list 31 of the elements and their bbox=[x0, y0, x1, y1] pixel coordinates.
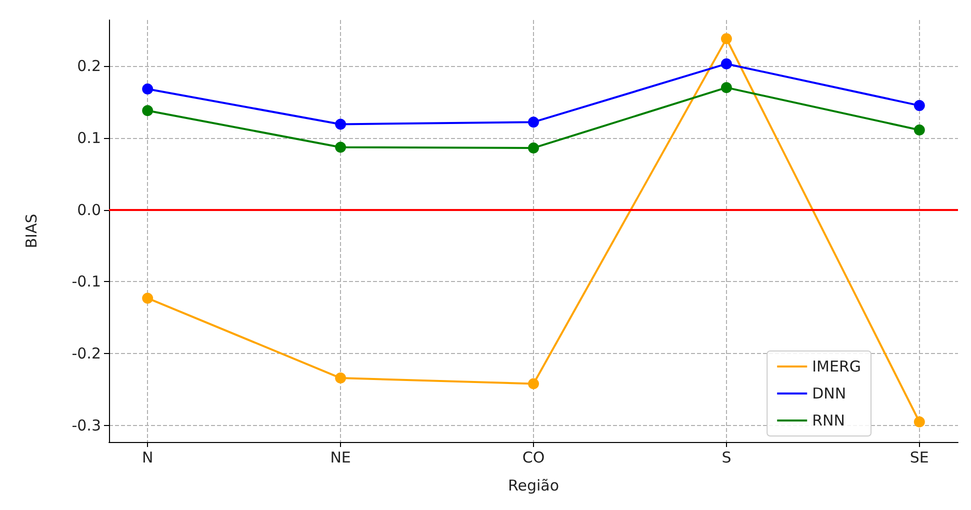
y-tick-label: -0.1 bbox=[72, 272, 101, 291]
point bbox=[335, 142, 346, 153]
y-tick-label: 0.0 bbox=[77, 200, 101, 219]
y-tick-label: -0.2 bbox=[72, 344, 101, 363]
y-tick-label: 0.2 bbox=[77, 57, 101, 76]
legend-label: IMERG bbox=[812, 358, 861, 376]
point bbox=[914, 124, 925, 136]
x-tick-label: S bbox=[722, 448, 732, 466]
point bbox=[142, 292, 154, 304]
legend-label: DNN bbox=[812, 384, 846, 402]
point bbox=[528, 378, 539, 390]
x-tick-label: SE bbox=[910, 448, 929, 466]
point bbox=[335, 372, 346, 384]
x-axis-title: Região bbox=[508, 476, 560, 494]
point bbox=[335, 118, 346, 130]
point bbox=[142, 105, 154, 116]
point bbox=[528, 142, 539, 154]
x-tick-label: NE bbox=[330, 448, 351, 466]
y-axis-title: BIAS bbox=[22, 214, 40, 248]
point bbox=[720, 58, 732, 70]
x-tick-label: N bbox=[142, 448, 154, 466]
point bbox=[914, 416, 925, 428]
x-tick-label: CO bbox=[522, 448, 545, 466]
point bbox=[142, 84, 154, 95]
point bbox=[528, 116, 539, 128]
legend-label: RNN bbox=[812, 412, 845, 430]
y-tick-label: 0.1 bbox=[77, 128, 101, 147]
y-tick-label: -0.3 bbox=[72, 416, 101, 434]
point bbox=[720, 33, 732, 44]
point bbox=[914, 100, 925, 112]
point bbox=[720, 82, 732, 94]
